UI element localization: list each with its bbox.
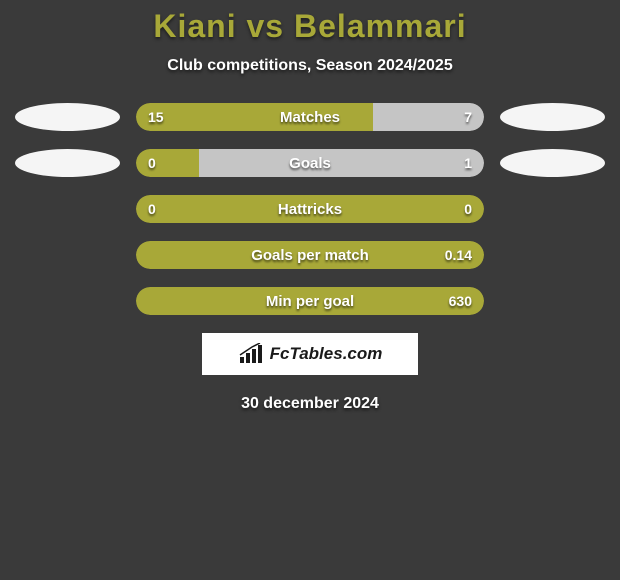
stat-row: Min per goal630 bbox=[0, 287, 620, 315]
logo-box[interactable]: FcTables.com bbox=[202, 333, 418, 375]
stats-container: Kiani vs Belammari Club competitions, Se… bbox=[0, 0, 620, 413]
stat-bar: Min per goal630 bbox=[136, 287, 484, 315]
stat-bar: 15Matches7 bbox=[136, 103, 484, 131]
stat-label: Goals per match bbox=[136, 241, 484, 269]
stat-label: Goals bbox=[136, 149, 484, 177]
stat-row: 15Matches7 bbox=[0, 103, 620, 131]
page-title: Kiani vs Belammari bbox=[0, 8, 620, 45]
stat-value-right: 1 bbox=[464, 149, 472, 177]
stat-value-right: 630 bbox=[449, 287, 472, 315]
stat-label: Matches bbox=[136, 103, 484, 131]
logo-text: FcTables.com bbox=[270, 344, 383, 364]
stat-bar: 0Goals1 bbox=[136, 149, 484, 177]
stat-label: Min per goal bbox=[136, 287, 484, 315]
subtitle: Club competitions, Season 2024/2025 bbox=[0, 57, 620, 75]
stat-label: Hattricks bbox=[136, 195, 484, 223]
team-badge-right bbox=[500, 103, 605, 131]
stat-row: 0Hattricks0 bbox=[0, 195, 620, 223]
team-badge-left bbox=[15, 149, 120, 177]
date-text: 30 december 2024 bbox=[0, 395, 620, 413]
stat-value-right: 0.14 bbox=[445, 241, 472, 269]
stat-row: 0Goals1 bbox=[0, 149, 620, 177]
stat-bar: 0Hattricks0 bbox=[136, 195, 484, 223]
stat-rows: 15Matches70Goals10Hattricks0Goals per ma… bbox=[0, 103, 620, 315]
team-badge-right bbox=[500, 149, 605, 177]
bar-chart-icon bbox=[238, 343, 264, 365]
stat-value-right: 7 bbox=[464, 103, 472, 131]
stat-row: Goals per match0.14 bbox=[0, 241, 620, 269]
team-badge-left bbox=[15, 103, 120, 131]
stat-bar: Goals per match0.14 bbox=[136, 241, 484, 269]
stat-value-right: 0 bbox=[464, 195, 472, 223]
